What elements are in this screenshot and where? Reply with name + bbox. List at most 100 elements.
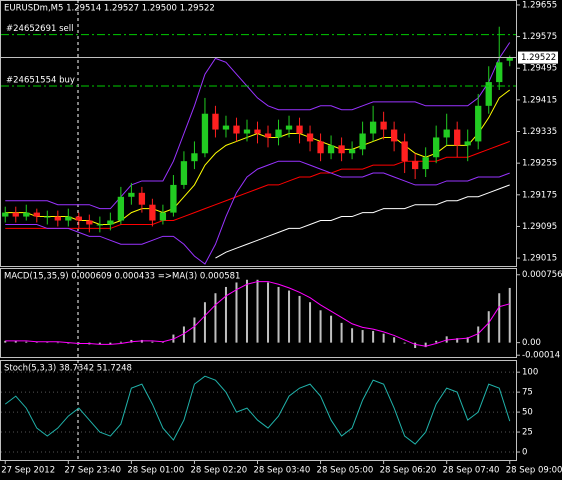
candle-body [117, 196, 125, 221]
stoch-panel [0, 360, 517, 461]
candle-body [412, 161, 419, 170]
macd-bar [193, 317, 196, 343]
y-tick-label: -0.00014 [522, 351, 560, 361]
macd-bar [340, 322, 343, 343]
macd-bar [309, 302, 312, 343]
y-tick-label: 25 [522, 428, 533, 438]
macd-bar [267, 282, 270, 343]
indicator-line [215, 184, 510, 259]
macd-bar [182, 326, 185, 343]
candle-body [443, 129, 450, 138]
candle-body [327, 145, 335, 154]
bid-box [518, 51, 558, 64]
candle-body [475, 105, 482, 142]
y-tick-label: 1.29175 [522, 190, 557, 200]
macd-bar [256, 279, 259, 343]
candle-body [75, 216, 82, 221]
candle-body [233, 125, 240, 134]
macd-bar [456, 338, 459, 343]
candle-body [338, 145, 345, 154]
macd-bar [277, 286, 280, 343]
macd-bar [403, 342, 406, 344]
macd-bar [119, 341, 122, 343]
x-tick-label: 28 Sep 03:40 [254, 466, 311, 476]
candle-body [380, 121, 387, 130]
candle-body [285, 125, 293, 130]
macd-bar [56, 342, 59, 344]
y-tick-label: 1.29335 [522, 127, 557, 137]
stoch-title: Stoch(5,3,3) 38.7342 51.7248 [4, 364, 132, 374]
signal-line [5, 281, 510, 347]
y-tick-label: 75 [522, 388, 533, 398]
candle-body [464, 141, 471, 146]
order-label: #24652691 sell [6, 24, 73, 34]
x-tick-label: 28 Sep 01:00 [127, 466, 184, 476]
macd-bar [466, 337, 469, 343]
y-tick-label: 100 [522, 368, 538, 378]
macd-bar [393, 337, 396, 343]
candle-body [401, 141, 408, 162]
macd-bar [361, 330, 364, 343]
candle-body [159, 212, 167, 221]
macd-title: MACD(15,35,9) 0.000609 0.000433 =>MA(3) … [4, 272, 240, 282]
candle-body [359, 133, 366, 150]
y-tick-label: 1.29575 [522, 32, 557, 42]
x-tick-label: 28 Sep 05:00 [317, 466, 374, 476]
macd-bar [288, 290, 291, 343]
candle-body [454, 129, 461, 146]
macd-bar [498, 293, 501, 343]
y-tick-label: 0 [522, 448, 527, 458]
x-tick-label: 28 Sep 06:20 [380, 466, 437, 476]
candle-body [23, 212, 30, 217]
macd-bar [25, 341, 28, 343]
candle-body [264, 133, 272, 138]
candle-body [170, 184, 177, 213]
y-tick-label: 1.29015 [522, 254, 557, 264]
candle-body [212, 113, 219, 130]
candle-body [96, 224, 103, 226]
x-tick-label: 27 Sep 23:40 [64, 466, 121, 476]
candle-body [296, 125, 303, 134]
macd-bar [203, 302, 206, 343]
candle-body [65, 216, 72, 221]
macd-bar [224, 286, 227, 343]
x-tick-label: 27 Sep 2012 [1, 466, 55, 476]
macd-bar [414, 342, 417, 349]
stoch-line [4, 375, 511, 445]
macd-bar [435, 340, 438, 343]
candle-body [180, 161, 188, 185]
candle-body [86, 220, 93, 225]
macd-panel [0, 268, 517, 358]
candle-body [128, 192, 135, 197]
candle-body [275, 129, 282, 138]
candle-body [485, 82, 492, 106]
candle-body [12, 212, 19, 217]
candle-body [506, 57, 513, 61]
macd-bar [245, 279, 248, 343]
indicator-line [5, 160, 510, 265]
macd-bar [151, 341, 154, 343]
candle-body [348, 149, 356, 154]
candle-body [369, 121, 377, 134]
candle-body [44, 216, 51, 218]
candle-body [254, 129, 261, 134]
candle-body [201, 113, 209, 154]
candle-body [107, 220, 114, 225]
macd-bar [98, 342, 101, 345]
y-tick-label: 0.00 [522, 338, 541, 348]
macd-bar [235, 282, 238, 343]
candle-body [54, 216, 61, 221]
macd-bar [14, 340, 17, 343]
x-tick-label: 28 Sep 02:20 [190, 466, 247, 476]
candle-body [390, 129, 398, 142]
candle-body [138, 192, 146, 205]
price-title: EURUSDm,M5 1.29514 1.29527 1.29500 1.295… [4, 4, 215, 14]
order-label: #24651554 buy [6, 76, 75, 86]
macd-bar [319, 310, 322, 343]
macd-bar [4, 340, 7, 343]
x-tick-label: 28 Sep 09:00 [506, 466, 562, 476]
candle-body [496, 62, 503, 83]
macd-bar [109, 342, 112, 345]
y-tick-label: 1.29095 [522, 222, 557, 232]
